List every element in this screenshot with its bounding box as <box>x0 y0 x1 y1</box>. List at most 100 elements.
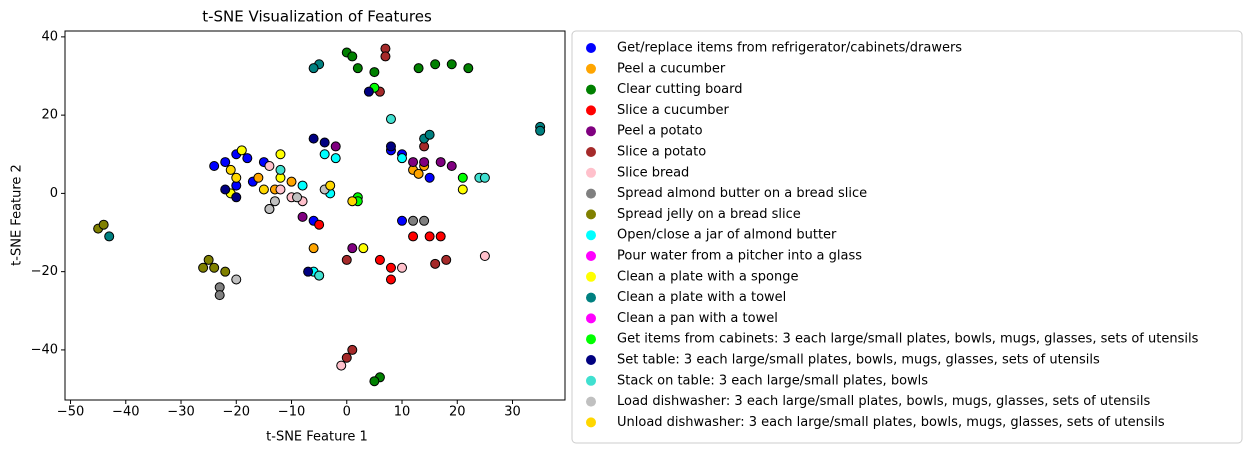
x-tick-label: 0 <box>343 405 351 420</box>
x-tick-label: −10 <box>278 405 305 420</box>
point <box>198 262 209 273</box>
point <box>430 258 441 269</box>
point <box>347 243 358 254</box>
point <box>397 215 408 226</box>
y-tick-label: −40 <box>31 342 58 357</box>
point <box>413 63 424 74</box>
legend-marker <box>586 209 596 220</box>
x-tick-label: 10 <box>394 405 411 420</box>
point <box>286 176 297 187</box>
point <box>303 266 314 277</box>
legend-marker <box>586 167 596 178</box>
legend-label: Clean a pan with a towel <box>617 311 778 326</box>
legend-marker <box>586 126 596 137</box>
point <box>264 161 275 171</box>
legend-label: Get/replace items from refrigerator/cabi… <box>617 41 962 56</box>
y-tick-label: −20 <box>31 264 58 279</box>
point <box>479 251 490 261</box>
legend-marker <box>586 188 596 199</box>
legend-label: Set table: 3 each large/small plates, bo… <box>617 353 1100 368</box>
legend-label: Clean a plate with a sponge <box>617 269 798 284</box>
point <box>314 219 325 230</box>
point <box>275 184 286 195</box>
legend-marker <box>586 105 596 116</box>
point <box>253 172 264 183</box>
point <box>435 231 446 242</box>
point <box>220 157 231 168</box>
point <box>430 59 441 70</box>
legend-label: Slice bread <box>617 165 689 180</box>
x-tick-label: −20 <box>223 405 250 420</box>
point <box>297 180 308 191</box>
point <box>275 164 286 175</box>
point <box>446 161 457 171</box>
point <box>457 184 468 195</box>
legend-label: Pour water from a pitcher into a glass <box>617 249 862 264</box>
point <box>308 133 319 144</box>
point <box>374 254 385 265</box>
point <box>275 149 286 160</box>
point <box>358 243 369 254</box>
legend-marker <box>586 271 596 282</box>
legend-label: Clean a plate with a towel <box>617 290 786 305</box>
point <box>347 196 358 207</box>
legend-label: Unload dishwasher: 3 each large/small pl… <box>617 415 1165 430</box>
legend-marker <box>586 375 596 386</box>
point <box>308 243 319 254</box>
legend-marker <box>586 292 596 303</box>
legend-label: Get items from cabinets: 3 each large/sm… <box>617 332 1199 347</box>
point <box>424 129 435 140</box>
point <box>463 63 474 74</box>
point <box>231 172 242 183</box>
legend-marker <box>586 43 596 53</box>
point <box>209 161 220 171</box>
point <box>408 157 419 168</box>
point <box>242 153 253 164</box>
legend-label: Spread jelly on a bread slice <box>617 207 801 222</box>
point <box>380 51 391 62</box>
point <box>419 215 430 226</box>
y-tick-label: 20 <box>41 108 58 123</box>
y-axis-label: t-SNE Feature 2 <box>10 164 25 266</box>
legend-marker <box>586 84 596 95</box>
legend-marker <box>586 396 596 407</box>
point <box>385 114 396 125</box>
point <box>319 137 330 148</box>
point <box>435 157 446 168</box>
point <box>441 254 452 265</box>
x-tick-label: −40 <box>112 405 139 420</box>
legend-marker <box>586 417 596 428</box>
x-tick-label: 20 <box>449 405 466 420</box>
point <box>424 172 435 183</box>
point <box>341 352 352 363</box>
y-tick-label: 0 <box>50 186 58 201</box>
point <box>258 184 269 195</box>
legend-marker <box>586 334 596 345</box>
legend-label: Peel a cucumber <box>617 61 726 76</box>
legend-marker <box>586 251 596 261</box>
point <box>330 153 341 164</box>
point <box>231 192 242 203</box>
point <box>352 63 363 74</box>
point <box>341 254 352 265</box>
point <box>369 376 380 387</box>
point <box>457 172 468 183</box>
point <box>408 231 419 242</box>
point <box>98 219 109 230</box>
point <box>397 262 408 273</box>
point <box>535 125 546 136</box>
point <box>325 180 336 191</box>
point <box>413 168 424 179</box>
point <box>314 270 325 281</box>
legend-label: Peel a potato <box>617 124 703 139</box>
legend-label: Slice a cucumber <box>617 103 730 118</box>
point <box>408 215 419 226</box>
legend-label: Clear cutting board <box>617 82 743 97</box>
plot-frame <box>64 30 566 401</box>
point <box>236 145 247 156</box>
point <box>363 86 374 97</box>
point <box>214 290 225 301</box>
point <box>292 192 303 203</box>
legend-label: Slice a potato <box>617 145 706 160</box>
